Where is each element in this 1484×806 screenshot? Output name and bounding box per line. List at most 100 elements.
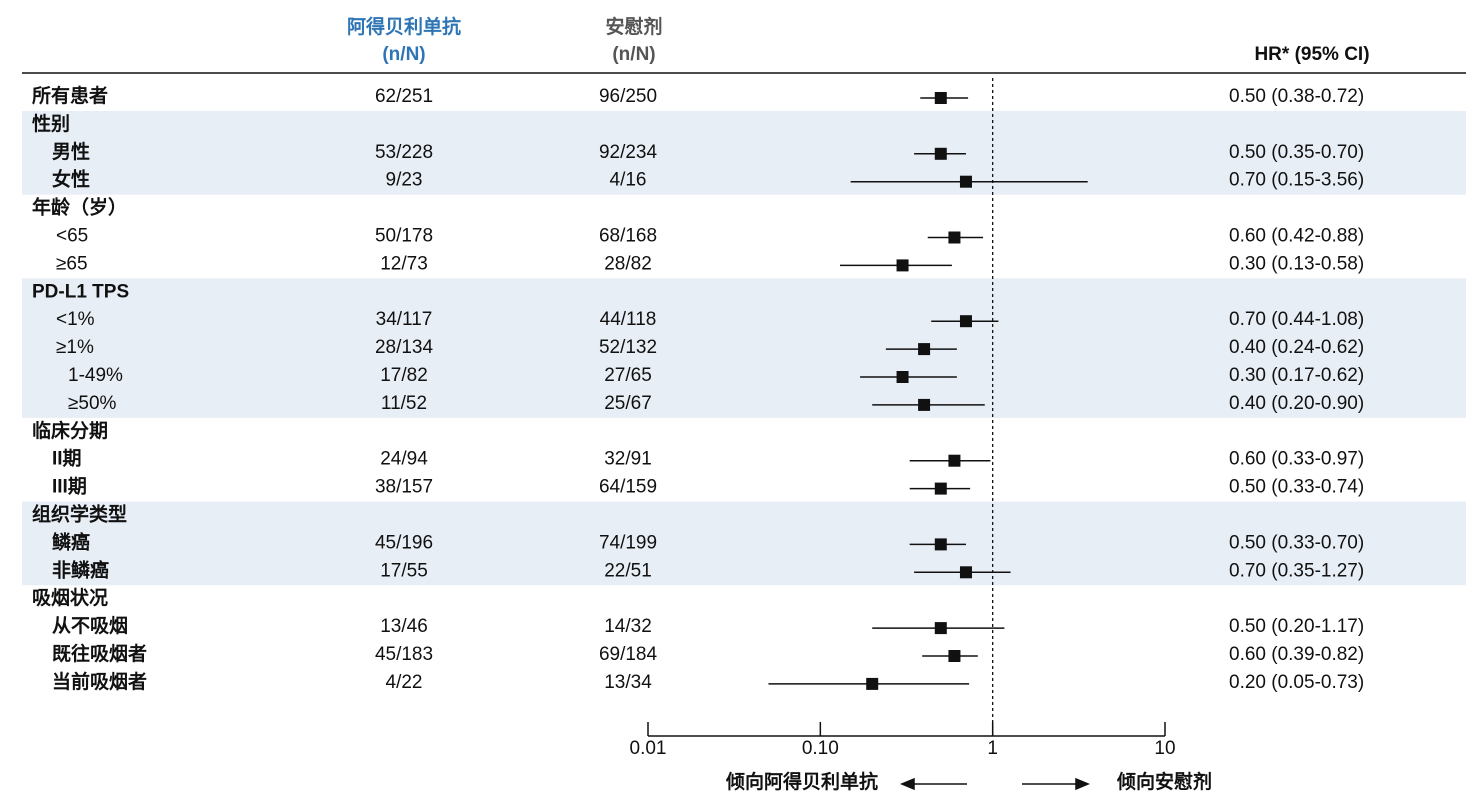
row-label: 吸烟状况 <box>32 586 108 609</box>
row-label: 临床分期 <box>32 419 108 442</box>
right-note: 倾向安慰剂 <box>1116 770 1212 793</box>
count-b: 27/65 <box>604 365 652 386</box>
count-a: 4/22 <box>386 672 423 693</box>
hr-label: 0.50 (0.33-0.70) <box>1229 532 1364 553</box>
row-label: ≥50% <box>68 393 117 414</box>
count-b: 25/67 <box>604 393 652 414</box>
row-label: 1-49% <box>68 365 123 386</box>
hr-point <box>934 482 947 495</box>
x-tick-label: 0.10 <box>802 738 839 759</box>
row-label: 当前吸烟者 <box>52 670 147 693</box>
shading <box>22 110 1466 586</box>
hr-label: 0.60 (0.33-0.97) <box>1229 449 1364 470</box>
count-a: 17/55 <box>380 560 428 581</box>
count-a: 28/134 <box>375 337 434 358</box>
hr-label: 0.50 (0.33-0.74) <box>1229 477 1364 498</box>
left-note: 倾向阿得贝利单抗 <box>725 770 878 793</box>
count-b: 28/82 <box>604 253 652 274</box>
count-b: 69/184 <box>599 644 658 665</box>
row-label: <65 <box>56 226 88 247</box>
hr-label: 0.20 (0.05-0.73) <box>1229 672 1364 693</box>
count-a: 45/183 <box>375 644 433 665</box>
column-title: 阿得贝利单抗 <box>347 15 461 38</box>
row-label: 非鳞癌 <box>52 558 109 581</box>
row-label: 既往吸烟者 <box>52 642 147 665</box>
hr-point <box>959 175 972 188</box>
count-a: 53/228 <box>375 142 433 163</box>
count-a: 13/46 <box>380 616 428 637</box>
count-a: 34/117 <box>376 309 433 330</box>
hr-header: HR* (95% CI) <box>1254 44 1369 65</box>
hr-point <box>948 231 961 244</box>
count-a: 62/251 <box>375 86 433 107</box>
count-b: 22/51 <box>604 560 652 581</box>
hr-label: 0.60 (0.39-0.82) <box>1229 644 1364 665</box>
count-a: 38/157 <box>375 477 433 498</box>
hr-point <box>959 566 972 579</box>
count-b: 13/34 <box>604 672 652 693</box>
row-label: 年龄（岁） <box>32 196 127 219</box>
count-b: 32/91 <box>604 449 652 470</box>
count-b: 52/132 <box>599 337 657 358</box>
x-tick-label: 10 <box>1154 738 1175 759</box>
count-b: 96/250 <box>599 86 657 107</box>
count-a: 50/178 <box>375 226 433 247</box>
hr-label: 0.50 (0.20-1.17) <box>1229 616 1364 637</box>
hr-point <box>866 677 879 690</box>
count-b: 92/234 <box>599 142 658 163</box>
count-a: 9/23 <box>386 170 423 191</box>
hr-label: 0.50 (0.35-0.70) <box>1229 142 1364 163</box>
column-subtitle: (n/N) <box>382 44 425 65</box>
row-label: ≥1% <box>56 337 94 358</box>
column-title: 安慰剂 <box>605 15 662 38</box>
hr-point <box>934 622 947 635</box>
hr-label: 0.40 (0.24-0.62) <box>1229 337 1364 358</box>
count-b: 64/159 <box>599 477 657 498</box>
row-label: 性别 <box>32 112 70 135</box>
x-tick-label: 0.01 <box>630 738 667 759</box>
row-label: ≥65 <box>56 253 88 274</box>
hr-point <box>959 315 972 328</box>
row-label: III期 <box>52 476 87 498</box>
direction-arrows <box>900 777 1090 791</box>
hr-label: 0.60 (0.42-0.88) <box>1229 226 1364 247</box>
count-b: 4/16 <box>610 170 647 191</box>
hr-point <box>934 538 947 551</box>
hr-label: 0.70 (0.15-3.56) <box>1229 170 1364 191</box>
hr-point <box>934 92 947 104</box>
hr-label: 0.30 (0.13-0.58) <box>1229 253 1364 274</box>
count-a: 24/94 <box>380 449 428 470</box>
hr-label: 0.40 (0.20-0.90) <box>1229 393 1364 414</box>
column-subtitle: (n/N) <box>612 44 655 65</box>
row-label: 所有患者 <box>32 84 108 107</box>
row-label: PD-L1 TPS <box>32 281 129 302</box>
row-label: 从不吸烟 <box>52 614 128 637</box>
row-label: 男性 <box>52 140 90 163</box>
hr-point <box>896 371 909 383</box>
row-label: 组织学类型 <box>32 503 127 526</box>
x-tick-label: 1 <box>987 738 998 759</box>
row-label: 女性 <box>52 168 90 191</box>
group-band <box>22 110 1466 195</box>
hr-point <box>918 398 931 411</box>
hr-label: 0.70 (0.35-1.27) <box>1229 560 1364 581</box>
hr-label: 0.50 (0.38-0.72) <box>1229 86 1364 107</box>
hr-point <box>896 259 909 272</box>
hr-point <box>948 454 961 467</box>
hr-point <box>918 343 931 356</box>
count-a: 12/73 <box>380 253 428 274</box>
row-label: <1% <box>56 309 95 330</box>
count-b: 14/32 <box>604 616 652 637</box>
row-label: II期 <box>52 448 82 470</box>
hr-point <box>948 650 961 662</box>
count-a: 17/82 <box>380 365 428 386</box>
hr-label: 0.70 (0.44-1.08) <box>1229 309 1364 330</box>
count-a: 11/52 <box>381 393 427 414</box>
group-band <box>22 278 1466 418</box>
count-b: 44/118 <box>600 309 657 330</box>
count-b: 68/168 <box>599 226 657 247</box>
group-band <box>22 501 1466 586</box>
count-a: 45/196 <box>375 532 433 553</box>
